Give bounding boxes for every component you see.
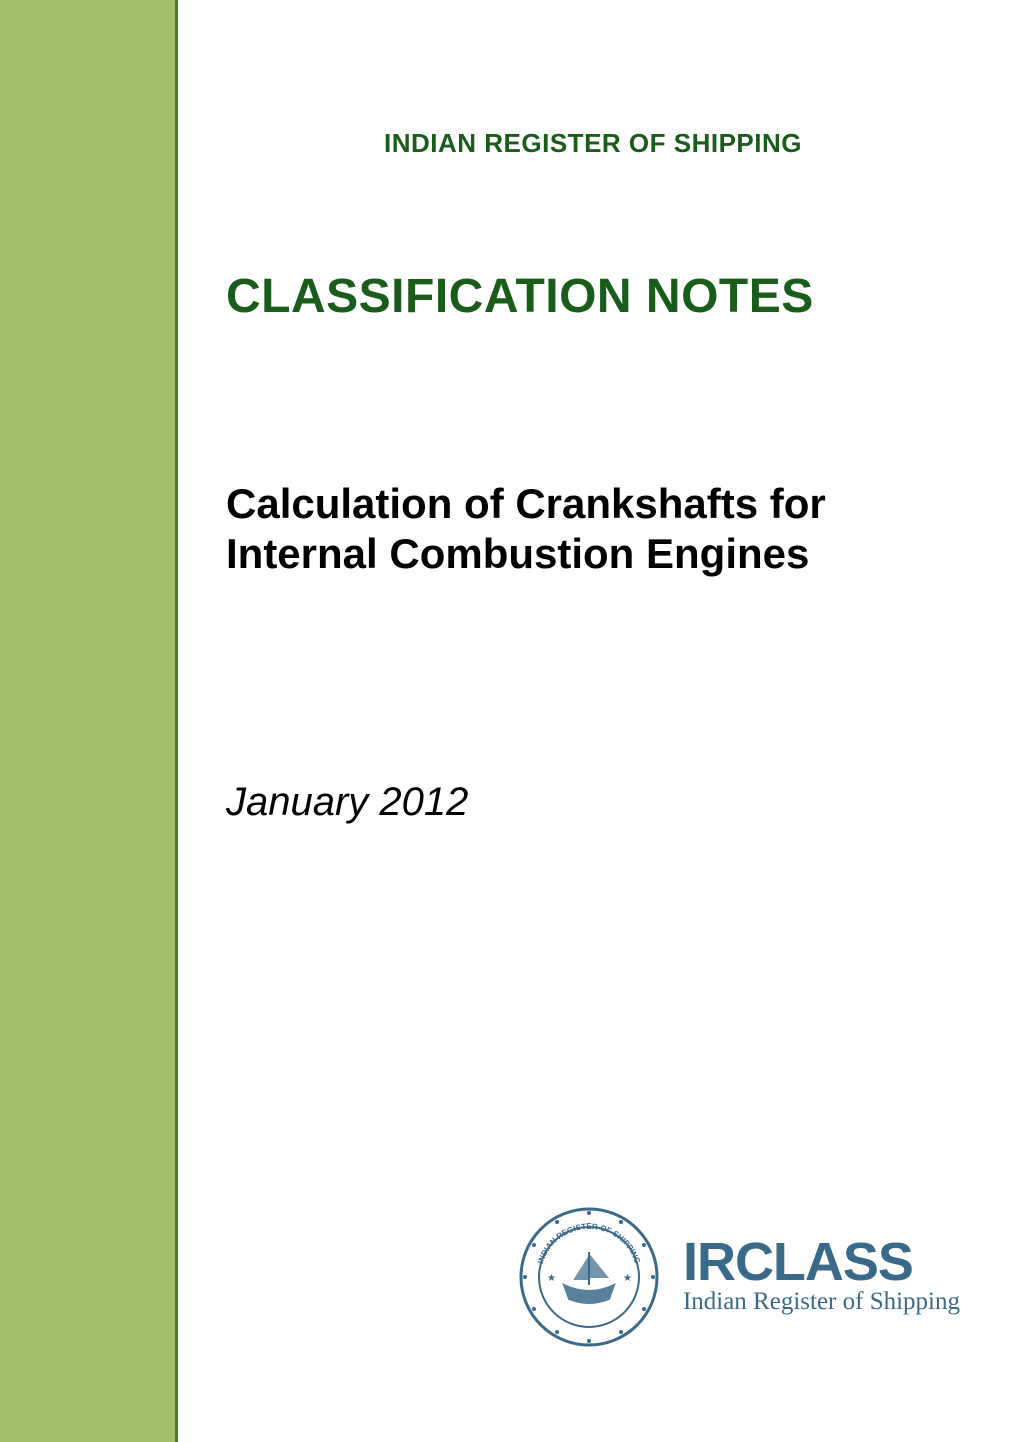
left-sidebar	[0, 0, 178, 1442]
document-date: January 2012	[226, 780, 960, 825]
text-logo: IRCLASS Indian Register of Shipping	[683, 1238, 960, 1317]
svg-text:★: ★	[623, 1273, 632, 1284]
content-area: INDIAN REGISTER OF SHIPPING CLASSIFICATI…	[178, 0, 1020, 1442]
document-title: Calculation of Crankshafts for Internal …	[226, 479, 960, 580]
organization-name: INDIAN REGISTER OF SHIPPING	[226, 128, 960, 159]
brand-name: IRCLASS	[683, 1238, 960, 1287]
document-type: CLASSIFICATION NOTES	[226, 269, 960, 324]
brand-subtitle: Indian Register of Shipping	[683, 1288, 960, 1316]
logo-area: INDIAN REGISTER OF SHIPPING ★ ★ IRCLASS …	[519, 1207, 960, 1347]
seal-logo-icon: INDIAN REGISTER OF SHIPPING ★ ★	[519, 1207, 659, 1347]
svg-text:★: ★	[547, 1273, 556, 1284]
